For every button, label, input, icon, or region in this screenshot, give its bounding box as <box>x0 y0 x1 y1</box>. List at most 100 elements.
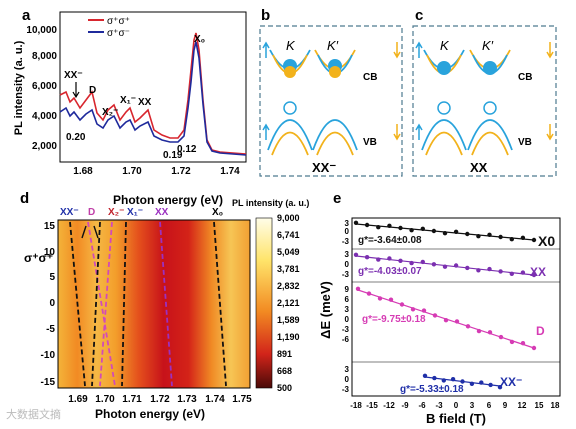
panel-b-frame <box>259 25 403 177</box>
d-colorbar-tick: 2,121 <box>277 298 300 308</box>
e-data-point <box>476 268 481 273</box>
d-trace-xxminus <box>69 221 86 387</box>
e-xlabel: B field (T) <box>426 411 486 426</box>
e-data-point <box>497 385 503 390</box>
e-xtick: -3 <box>435 401 443 410</box>
e-ytick: 0 <box>345 375 350 384</box>
panel-c: c K K′ CB VB XX <box>412 7 557 177</box>
c-spin-arrows <box>546 42 554 141</box>
e-data-point <box>387 223 392 228</box>
c-valley-kp: K′ <box>482 38 494 53</box>
e-data-point <box>479 380 484 385</box>
e-data-point <box>353 252 359 257</box>
e-data-point <box>442 231 448 236</box>
a-peak-label: D <box>89 85 96 96</box>
e-data-point <box>443 318 449 323</box>
d-colorbar-tick: 2,832 <box>277 281 300 291</box>
e-data-point <box>364 222 370 228</box>
e-ytick: 9 <box>345 285 350 294</box>
e-ytick: 3 <box>345 305 350 314</box>
a-xtick: 1.72 <box>171 166 191 177</box>
e-data-point <box>469 381 475 386</box>
b-valley-kp: K′ <box>327 38 339 53</box>
panel-c-frame <box>412 25 557 177</box>
e-data-point <box>531 272 537 278</box>
e-data-point <box>498 234 503 240</box>
e-data-point <box>454 319 460 324</box>
e-ytick: 3 <box>345 219 350 228</box>
e-xtick: -6 <box>418 401 426 410</box>
e-data-point <box>398 225 403 231</box>
e-g-factor: g*=-3.64±0.08 <box>358 235 422 246</box>
d-colorbar <box>255 217 273 389</box>
e-data-point <box>388 297 394 302</box>
d-xtick: 1.74 <box>205 394 225 405</box>
e-data-point <box>366 291 372 296</box>
e-ytick: -6 <box>342 335 350 344</box>
d-xtick: 1.73 <box>177 394 197 405</box>
e-data-point <box>465 231 470 237</box>
a-arrow-icon <box>72 82 80 99</box>
e-data-point <box>442 264 448 269</box>
d-heatmap <box>58 220 250 388</box>
d-top-label: D <box>88 207 95 218</box>
a-series-cross <box>59 41 247 156</box>
a-ytick: 4,000 <box>32 111 57 122</box>
b-spin-arrows <box>393 42 401 141</box>
b-state-label: XX⁻ <box>312 160 336 175</box>
d-colorbar-tick: 891 <box>277 349 292 359</box>
e-g-factor: g*=-5.33±0.18 <box>400 384 464 395</box>
e-data-point <box>520 270 526 275</box>
d-top-label: XX⁻ <box>60 207 79 218</box>
a-series-co <box>59 32 247 155</box>
b-hole-icon <box>283 101 297 115</box>
e-data-point <box>398 258 403 263</box>
e-data-point <box>498 334 504 340</box>
d-xtick: 1.71 <box>122 394 142 405</box>
a-legend-cross: σ⁺σ⁻ <box>107 28 130 39</box>
e-data-point <box>421 308 427 313</box>
d-axes <box>57 219 251 389</box>
e-xtick: 3 <box>470 401 475 410</box>
e-ytick: 0 <box>345 315 350 324</box>
e-ytick: -3 <box>342 270 350 279</box>
a-ratio: 0.12 <box>177 144 197 155</box>
e-data-point <box>476 234 481 239</box>
e-data-point <box>531 237 537 243</box>
d-colorbar-tick: 3,781 <box>277 264 300 274</box>
c-valley-k: K <box>440 38 450 53</box>
e-data-point <box>488 382 493 388</box>
e-data-point <box>387 256 392 261</box>
panel-a-ylabel: PL intensity (a. u.) <box>13 40 25 135</box>
d-colorbar-title: PL intensity (a. u.) <box>232 198 309 208</box>
d-colorbar-tick: 9,000 <box>277 213 300 223</box>
d-top-label: XX <box>155 207 169 218</box>
e-xtick: -18 <box>350 401 362 410</box>
e-data-point <box>487 330 493 335</box>
e-data-point <box>410 307 416 312</box>
e-xtick: -9 <box>401 401 409 410</box>
e-xtick: 18 <box>551 401 560 410</box>
a-ytick: 8,000 <box>32 51 57 62</box>
b-vb-band <box>312 119 358 151</box>
b-valley-k: K <box>286 38 296 53</box>
d-trace-x1 <box>121 221 127 387</box>
e-ytick: 3 <box>345 250 350 259</box>
b-cb-label: CB <box>363 72 377 83</box>
e-data-point <box>432 313 438 318</box>
c-cb-label: CB <box>518 72 532 83</box>
b-vb-band <box>267 119 313 151</box>
d-arrows-icon <box>81 225 99 239</box>
d-xtick: 1.69 <box>68 394 88 405</box>
d-top-axis-title: Photon energy (eV) <box>113 193 223 207</box>
panel-a-label: a <box>22 7 31 24</box>
panel-b-label: b <box>261 7 270 24</box>
a-ytick: 2,000 <box>32 141 57 152</box>
d-ytick: 15 <box>44 221 56 232</box>
b-electron-icon <box>284 66 296 78</box>
e-data-point <box>460 379 465 384</box>
panel-b: b K K′ CB VB XX⁻ <box>259 7 403 177</box>
a-peak-label: X₁⁻ <box>120 95 136 106</box>
e-xtick: 15 <box>535 401 544 410</box>
